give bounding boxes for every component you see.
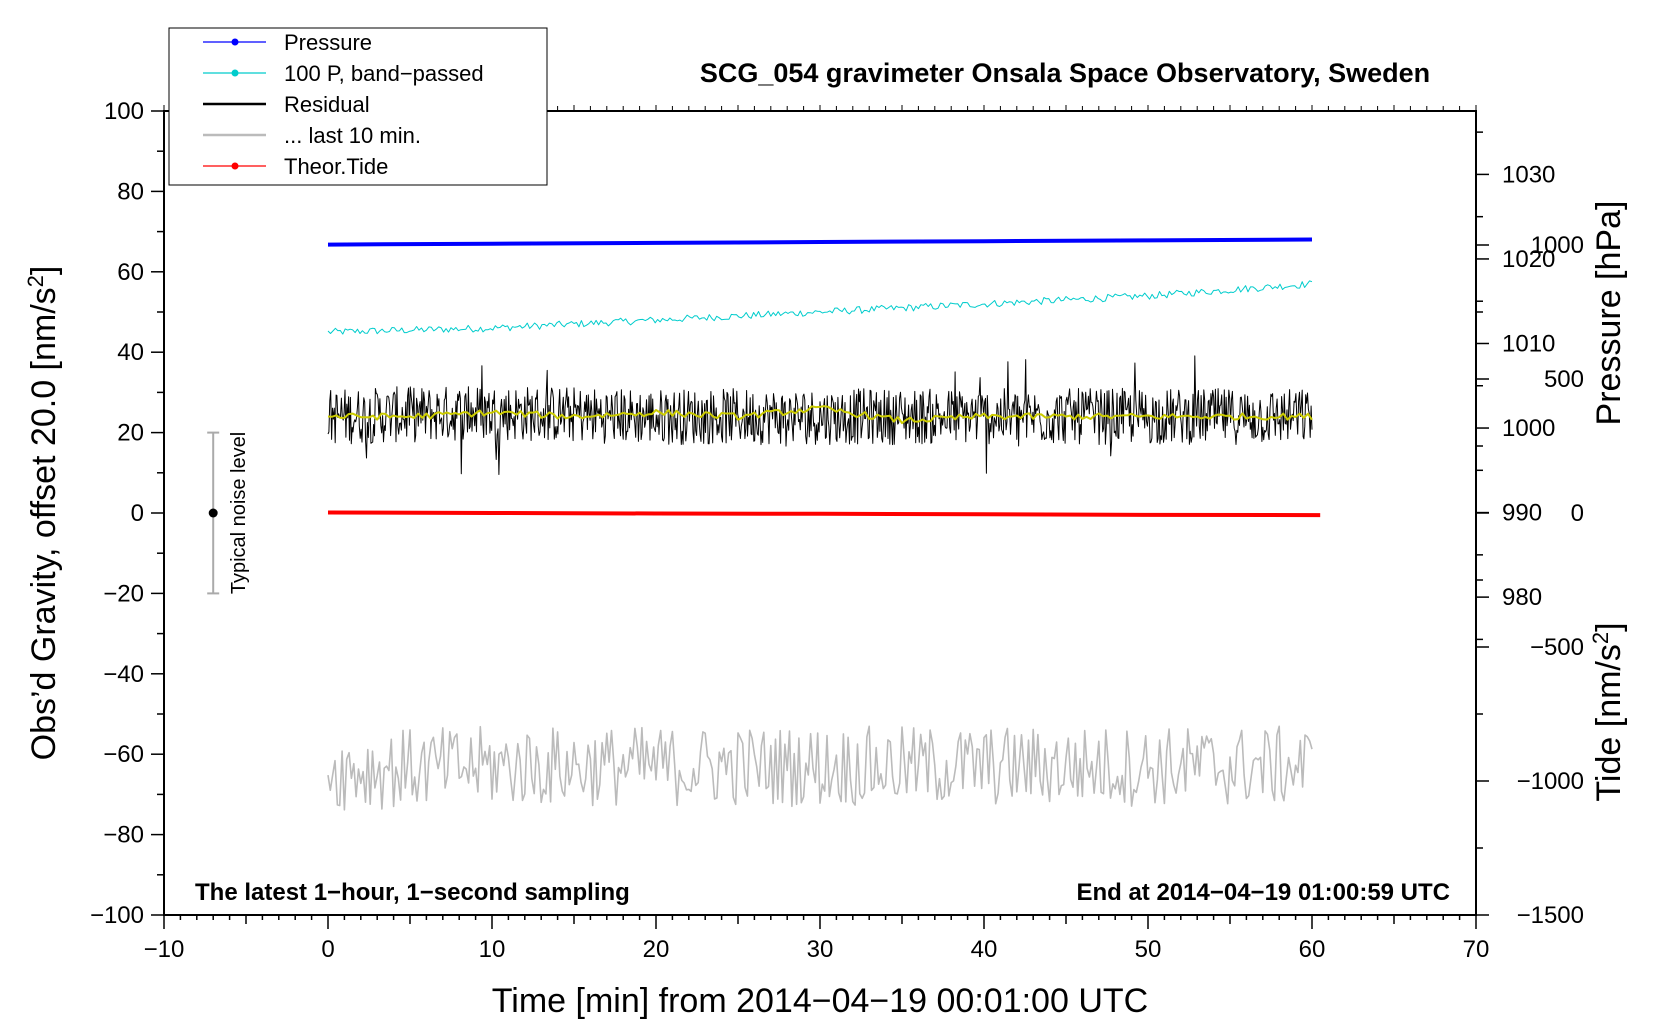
- legend-marker: [231, 69, 239, 77]
- y-left-axis-title-close: ]: [25, 266, 63, 275]
- legend-marker: [231, 162, 239, 170]
- series-theor-tide: [327, 510, 1321, 518]
- y-left-tick-label: 0: [131, 500, 144, 527]
- tide-tick-label: −500: [1530, 634, 1584, 661]
- x-tick-label: 40: [971, 936, 998, 963]
- annotation-end-time: End at 2014−04−19 01:00:59 UTC: [1076, 879, 1450, 906]
- y-left-tick-label: −40: [103, 661, 144, 688]
- y-left-tick-label: −20: [103, 580, 144, 607]
- series-last-10-min: [327, 725, 1313, 811]
- series-residual-smoothed: [327, 405, 1313, 425]
- pressure-tick-label: 1000: [1502, 415, 1555, 442]
- y-left-axis-ticks: −100 −80 −60 −40 −20 0 20 40 60 80 100: [90, 98, 164, 929]
- noise-bar-center: [208, 508, 218, 518]
- noise-bar: Typical noise level: [207, 431, 250, 595]
- series-pressure: [327, 237, 1313, 247]
- legend-label: Theor.Tide: [284, 154, 388, 179]
- x-tick-label: 60: [1299, 936, 1326, 963]
- tide-axis-title-sup: 2: [1588, 632, 1613, 644]
- x-tick-label: 70: [1463, 936, 1490, 963]
- tide-tick-label: 500: [1544, 366, 1584, 393]
- x-tick-label: −10: [144, 936, 185, 963]
- y-left-tick-label: 40: [117, 339, 144, 366]
- tide-tick-label: −1000: [1517, 768, 1584, 795]
- y-left-axis-title-main: Obs’d Gravity, offset 20.0 [nm/s: [25, 287, 63, 760]
- legend-box: [168, 27, 548, 186]
- legend-marker: [231, 38, 239, 46]
- tide-tick-label: 1000: [1531, 232, 1584, 259]
- legend-label: Residual: [284, 92, 370, 117]
- y-left-axis-title-sup: 2: [23, 275, 48, 287]
- y-left-tick-label: 100: [104, 98, 144, 125]
- series-residual: [327, 355, 1313, 475]
- annotation-sampling: The latest 1−hour, 1−second sampling: [195, 879, 630, 906]
- x-tick-label: 20: [643, 936, 670, 963]
- series-layer: [327, 237, 1321, 811]
- legend-label: Pressure: [284, 30, 372, 55]
- tide-axis-title-main: Tide [nm/s: [1590, 644, 1628, 801]
- x-tick-label: 10: [479, 936, 506, 963]
- noise-bar-label: Typical noise level: [228, 432, 250, 594]
- x-axis-title: Time [min] from 2014−04−19 00:01:00 UTC: [492, 982, 1148, 1020]
- legend-label: 100 P, band−passed: [284, 61, 484, 86]
- tide-axis-title-close: ]: [1590, 622, 1628, 631]
- y-left-tick-label: 60: [117, 259, 144, 286]
- y-left-tick-label: 80: [117, 178, 144, 205]
- y-left-axis-title: Obs’d Gravity, offset 20.0 [nm/s2]: [23, 266, 63, 761]
- x-tick-label: 50: [1135, 936, 1162, 963]
- y-right-axis-ticks: 980 990 1000 1010 1020 1030 −1500 −1000 −500 0 500…: [1476, 131, 1584, 929]
- tide-tick-label: 0: [1571, 500, 1584, 527]
- legend-label: ... last 10 min.: [284, 123, 421, 148]
- y-left-tick-label: −80: [103, 822, 144, 849]
- tide-axis-title: Tide [nm/s2]: [1588, 622, 1628, 801]
- pressure-axis-title: Pressure [hPa]: [1590, 201, 1628, 426]
- chart-title: SCG_054 gravimeter Onsala Space Observat…: [700, 58, 1430, 88]
- y-left-tick-label: −100: [90, 902, 144, 929]
- series-100-p-band-passed: [327, 280, 1313, 335]
- x-tick-label: 30: [807, 936, 834, 963]
- y-left-tick-label: −60: [103, 741, 144, 768]
- x-tick-label: 0: [321, 936, 334, 963]
- pressure-tick-label: 1030: [1502, 161, 1555, 188]
- tide-tick-label: −1500: [1517, 902, 1584, 929]
- pressure-tick-label: 990: [1502, 500, 1542, 527]
- pressure-tick-label: 1020: [1502, 246, 1555, 273]
- pressure-tick-label: 1010: [1502, 330, 1555, 357]
- x-axis-ticks: −10 0 10 20 30 40 50 60 70: [144, 105, 1490, 963]
- y-left-tick-label: 20: [117, 420, 144, 447]
- pressure-tick-label: 980: [1502, 584, 1542, 611]
- legend: Pressure 100 P, band−passed Residual ... la…: [168, 27, 548, 186]
